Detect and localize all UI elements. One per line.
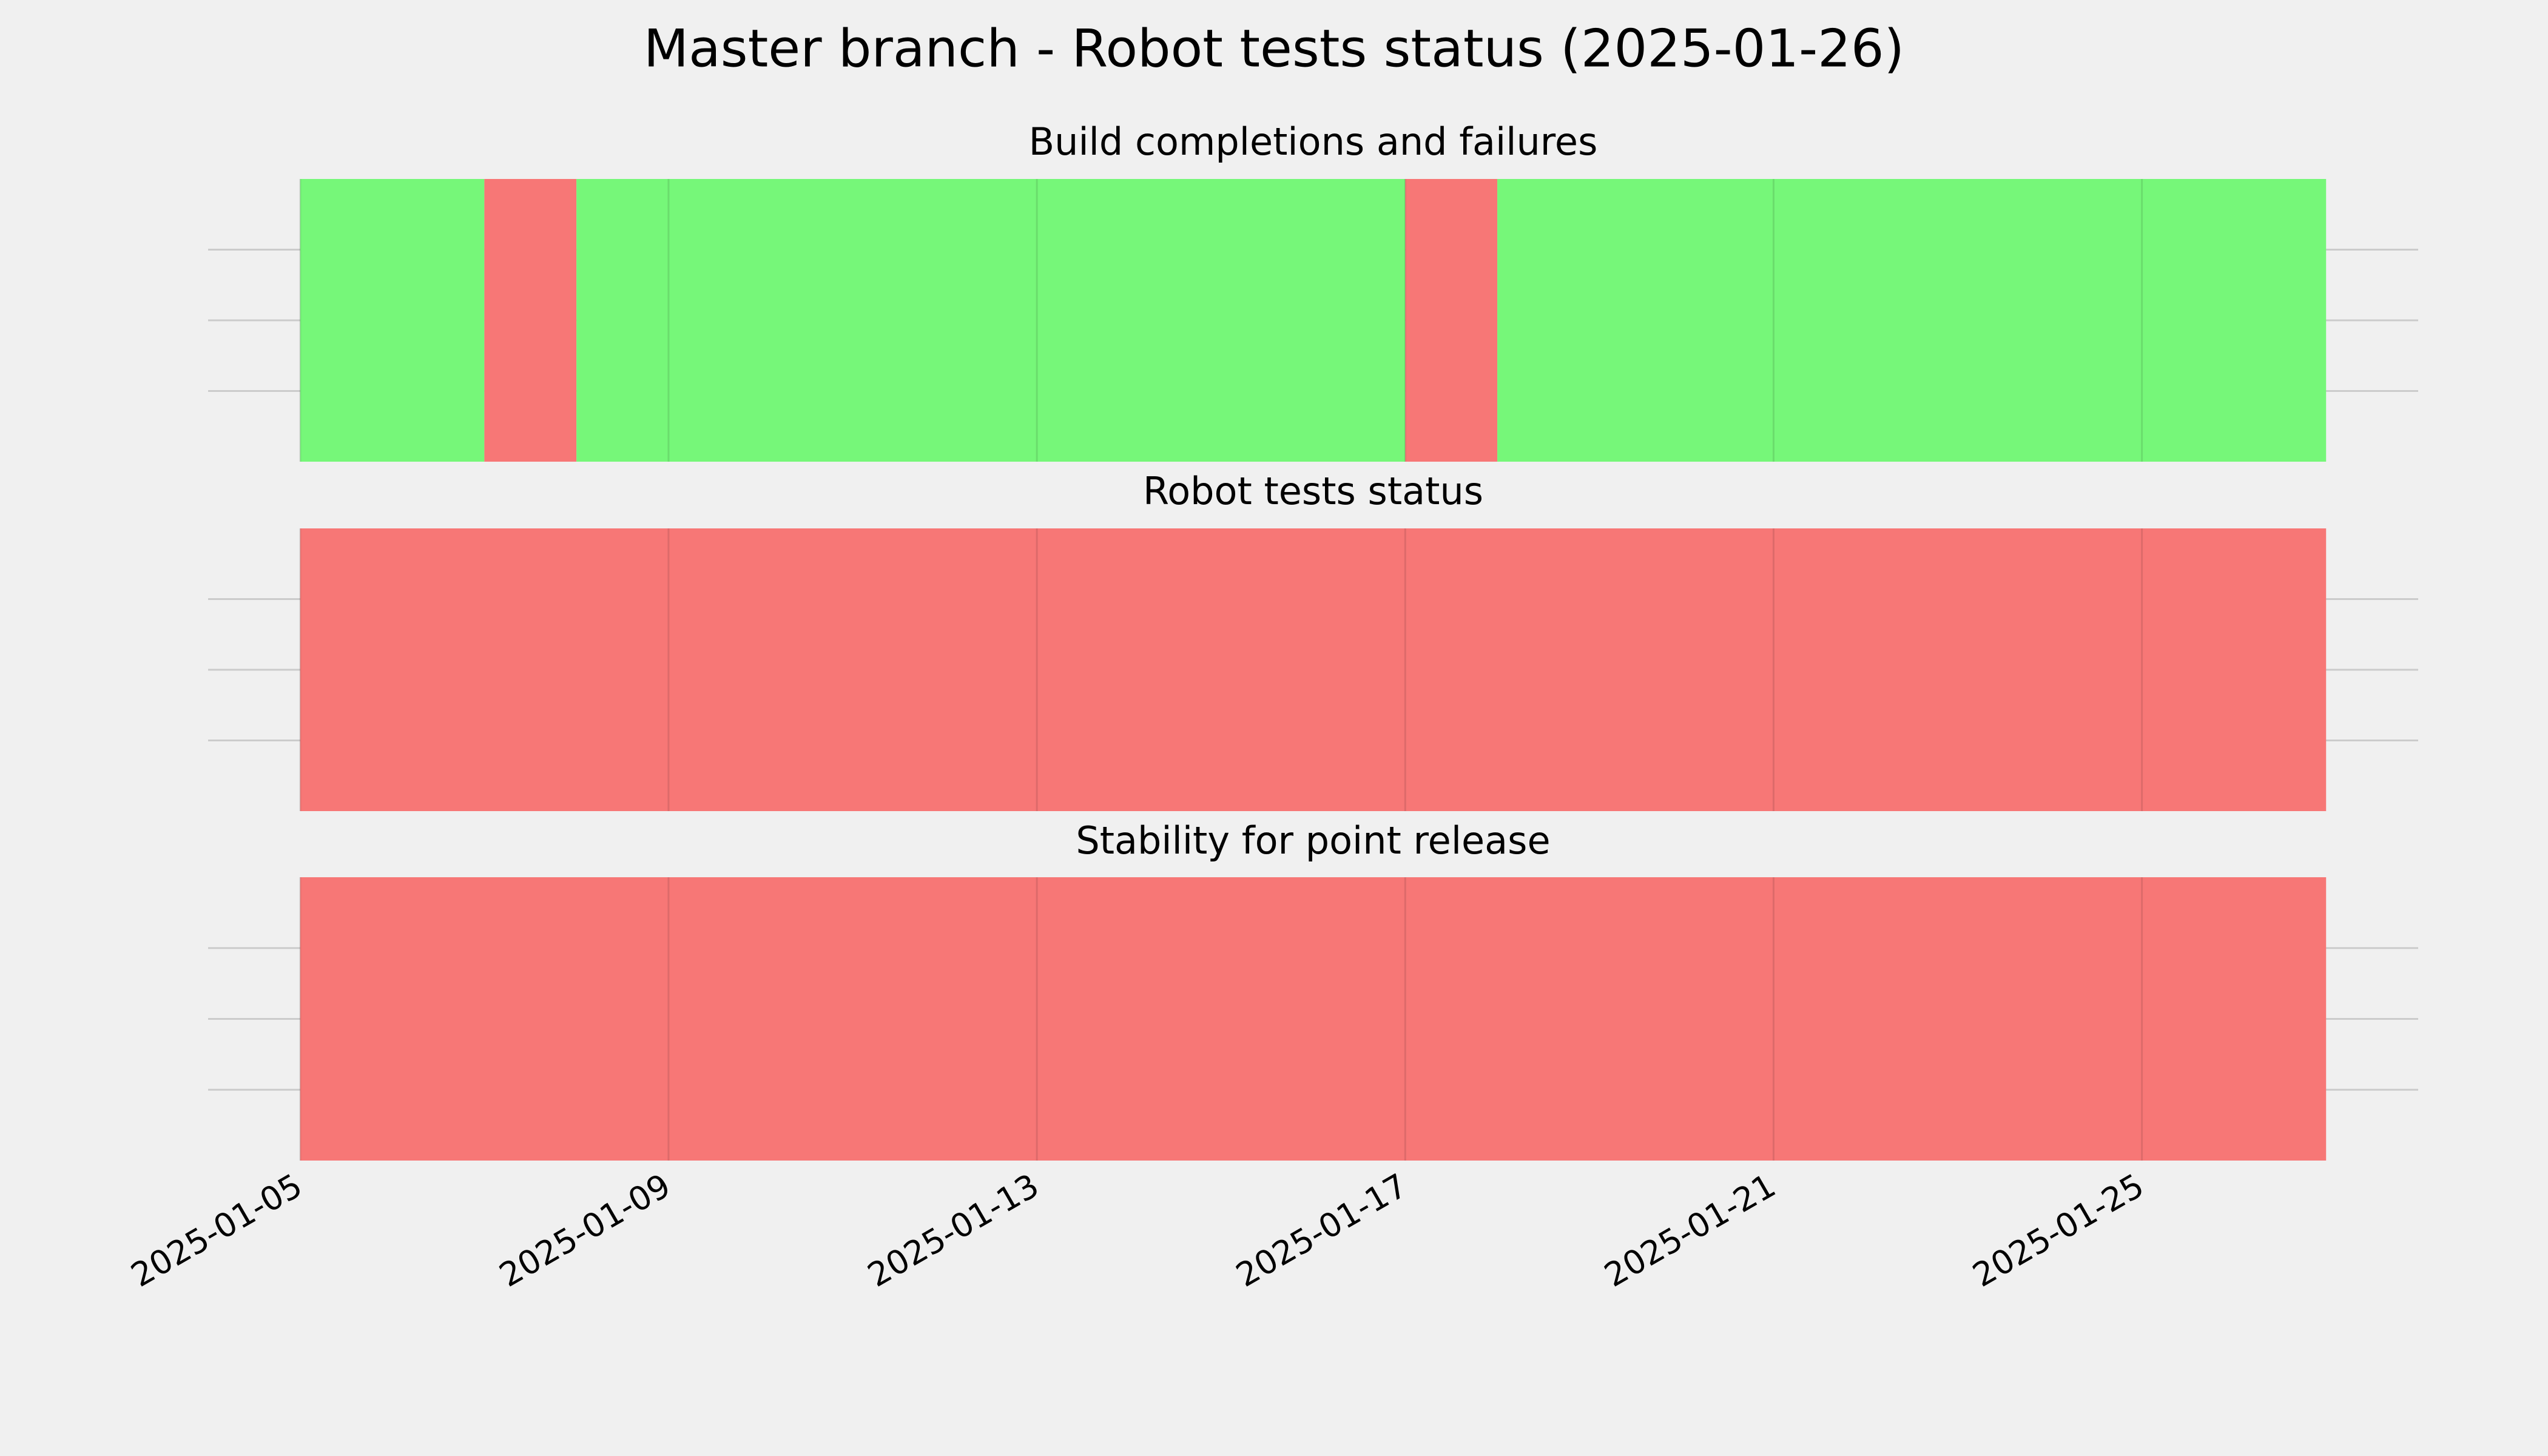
chart-title: Master branch - Robot tests status (2025…: [644, 18, 1904, 79]
status-span: [1497, 179, 2327, 462]
status-span: [576, 179, 1406, 462]
status-span: [300, 877, 2327, 1161]
subplot-title: Stability for point release: [1076, 818, 1550, 863]
status-span: [484, 179, 577, 462]
subplot-title: Robot tests status: [1143, 469, 1483, 513]
status-span: [300, 179, 485, 462]
status-span: [300, 528, 2327, 811]
status-span: [1405, 179, 1498, 462]
subplot-title: Build completions and failures: [1029, 120, 1598, 164]
